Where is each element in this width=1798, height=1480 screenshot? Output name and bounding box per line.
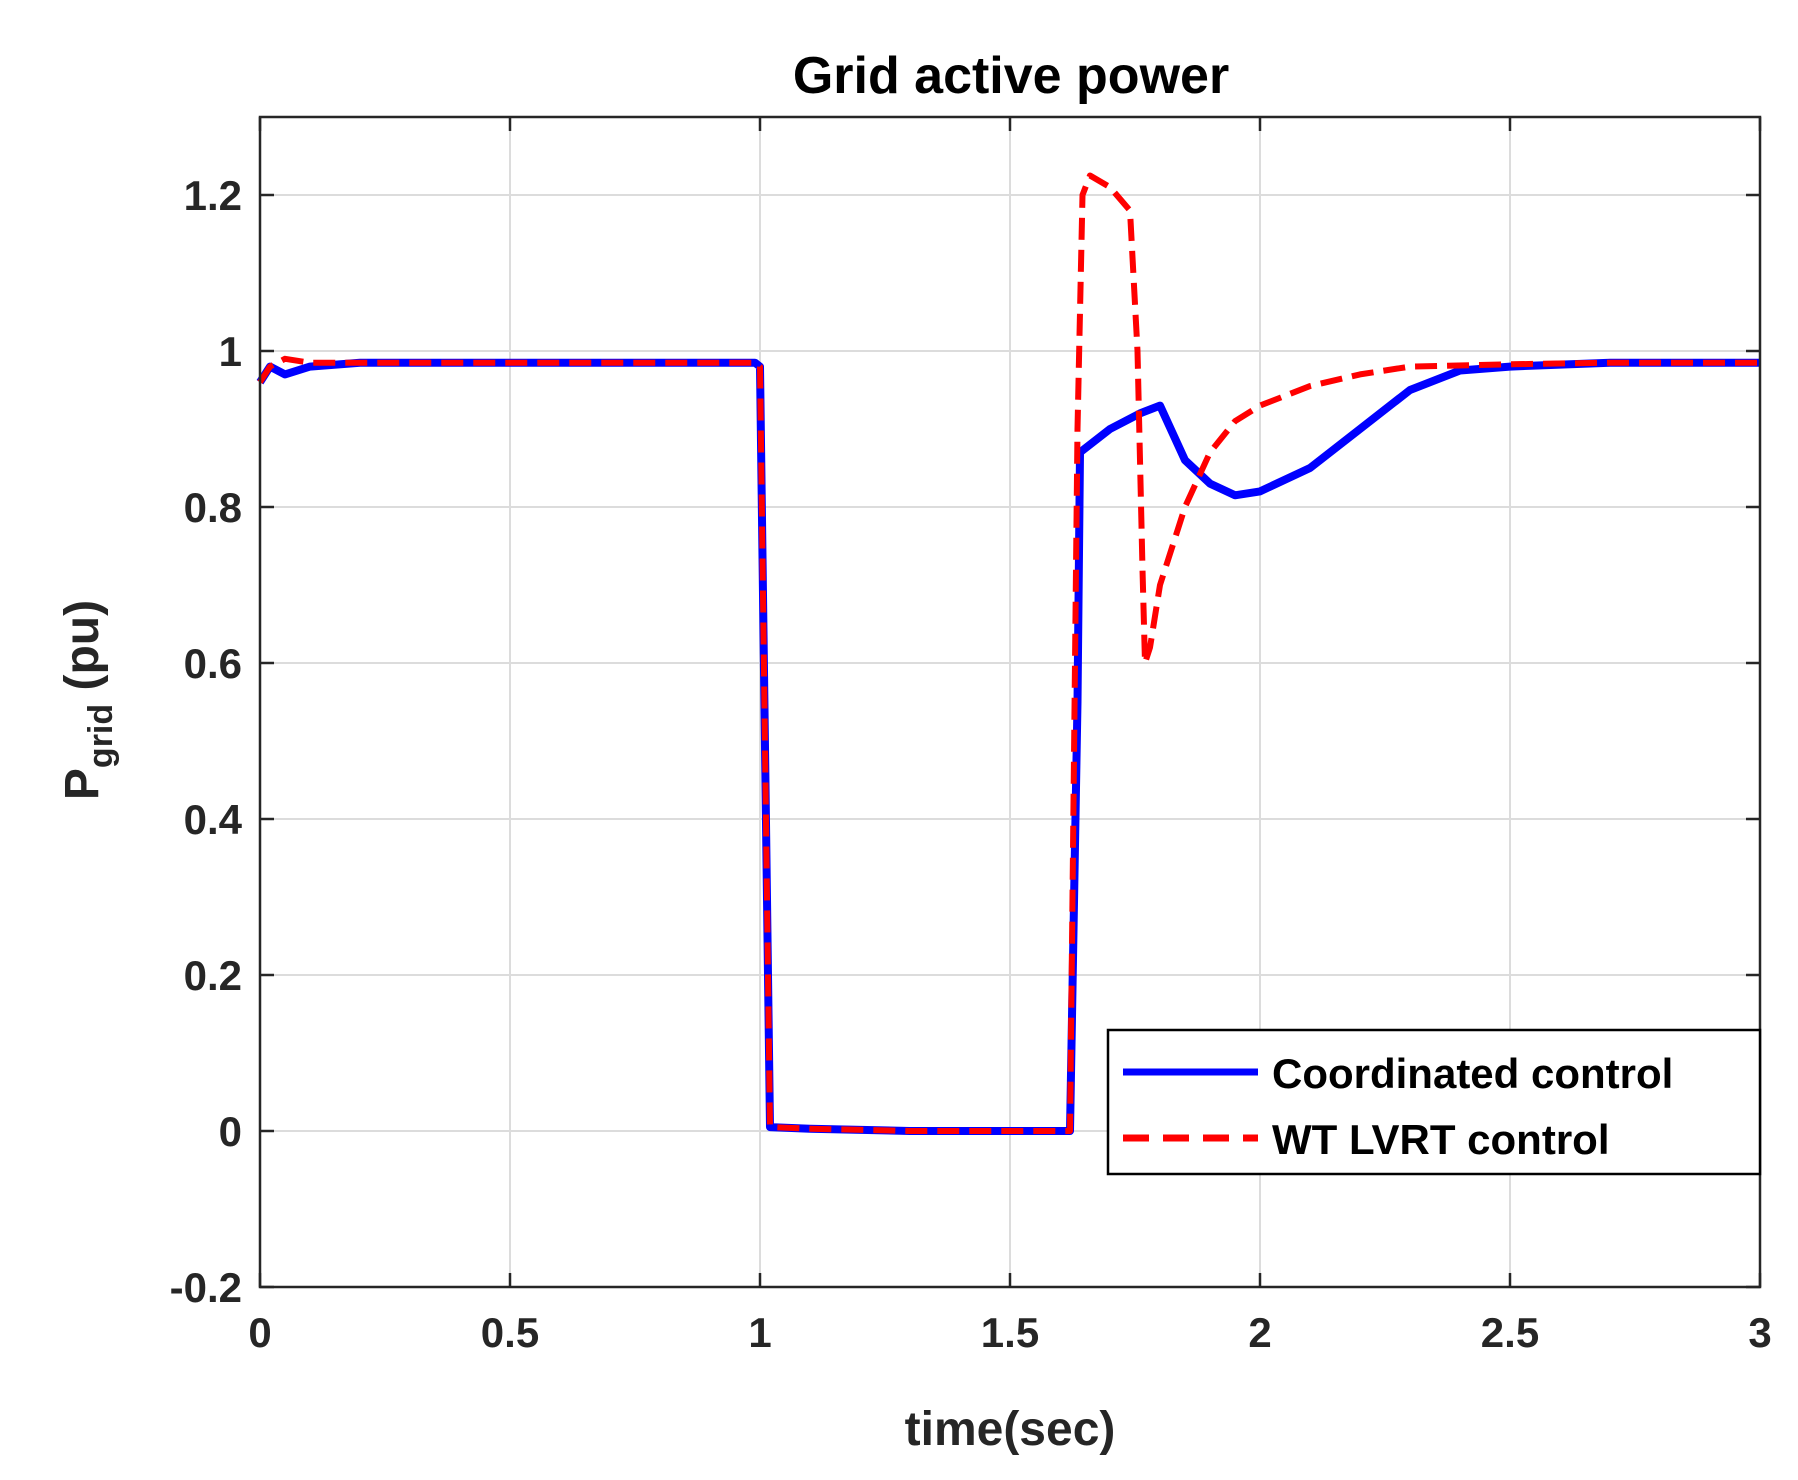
y-tick-label: 0.4 — [184, 796, 243, 843]
y-tick-label: 1.2 — [184, 172, 242, 219]
y-axis-title-unit: (pu) — [56, 600, 109, 704]
y-axis-title-main: P — [56, 768, 109, 800]
x-tick-label: 2 — [1248, 1309, 1271, 1356]
axis-ticks — [258, 117, 1762, 1289]
y-tick-labels: -0.2 0 0.2 0.4 0.6 0.8 1 1.2 — [170, 172, 243, 1311]
x-tick-label: 0 — [248, 1309, 271, 1356]
legend-label-coordinated-control: Coordinated control — [1272, 1050, 1673, 1097]
x-axis-title: time(sec) — [905, 1403, 1116, 1456]
y-tick-label: 0 — [219, 1108, 242, 1155]
legend: Coordinated control WT LVRT control — [1106, 1028, 1762, 1176]
legend-label-wt-lvrt-control: WT LVRT control — [1272, 1116, 1610, 1163]
x-tick-labels: 0 0.5 1 1.5 2 2.5 3 — [248, 1309, 1771, 1356]
y-tick-label: 0.8 — [184, 484, 242, 531]
series-line-wt-lvrt-control — [257, 172, 1760, 1134]
chart-title: Grid active power — [793, 47, 1229, 105]
x-tick-label: 0.5 — [481, 1309, 539, 1356]
x-tick-label: 2.5 — [1481, 1309, 1539, 1356]
y-tick-label: 0.2 — [184, 952, 242, 999]
y-tick-label: 1 — [219, 328, 242, 375]
y-tick-label: 0.6 — [184, 640, 242, 687]
y-tick-label: -0.2 — [170, 1264, 242, 1311]
x-tick-label: 1 — [748, 1309, 771, 1356]
y-axis-title: Pgrid (pu) — [56, 600, 120, 800]
plot-series — [256, 172, 1760, 1135]
x-tick-label: 3 — [1748, 1309, 1771, 1356]
legend-box — [1106, 1028, 1762, 1176]
x-tick-label: 1.5 — [981, 1309, 1039, 1356]
y-axis-title-subscript: grid — [82, 704, 120, 768]
